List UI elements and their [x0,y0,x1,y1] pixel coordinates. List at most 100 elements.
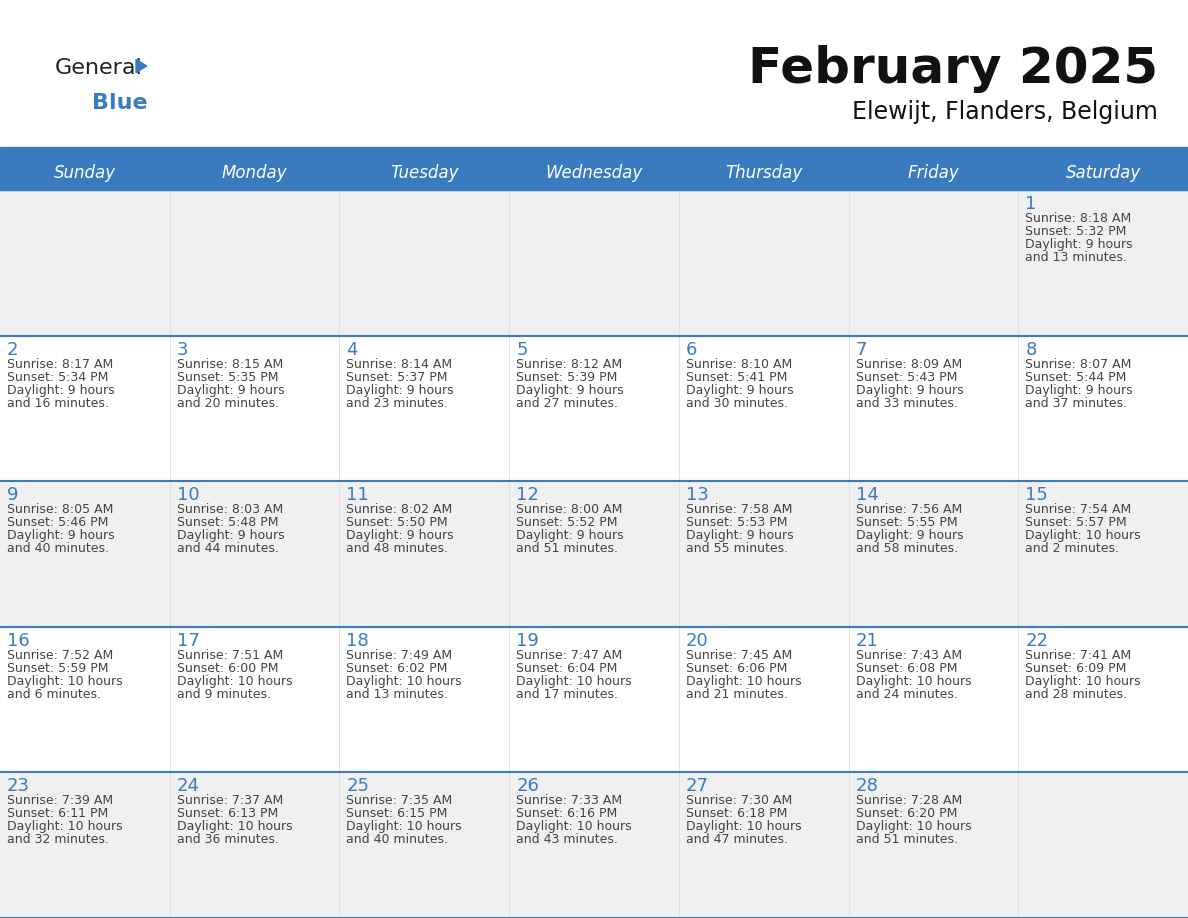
Text: Sunrise: 7:51 AM: Sunrise: 7:51 AM [177,649,283,662]
Text: and 48 minutes.: and 48 minutes. [347,543,448,555]
Text: and 51 minutes.: and 51 minutes. [855,834,958,846]
Text: Sunset: 6:20 PM: Sunset: 6:20 PM [855,808,958,821]
Text: Daylight: 9 hours: Daylight: 9 hours [347,384,454,397]
Text: Sunset: 6:00 PM: Sunset: 6:00 PM [177,662,278,675]
Text: Sunset: 6:08 PM: Sunset: 6:08 PM [855,662,958,675]
Text: Daylight: 10 hours: Daylight: 10 hours [177,675,292,688]
Text: 11: 11 [347,487,369,504]
Text: Sunset: 6:15 PM: Sunset: 6:15 PM [347,808,448,821]
Text: Sunrise: 7:56 AM: Sunrise: 7:56 AM [855,503,962,516]
Text: Daylight: 9 hours: Daylight: 9 hours [855,529,963,543]
Text: Daylight: 10 hours: Daylight: 10 hours [516,821,632,834]
Text: 6: 6 [685,341,697,359]
Text: Daylight: 10 hours: Daylight: 10 hours [855,675,972,688]
Text: 28: 28 [855,778,878,795]
Text: Daylight: 10 hours: Daylight: 10 hours [7,675,122,688]
Text: 12: 12 [516,487,539,504]
Text: and 28 minutes.: and 28 minutes. [1025,688,1127,700]
Text: Sunrise: 7:54 AM: Sunrise: 7:54 AM [1025,503,1131,516]
Text: Sunrise: 8:10 AM: Sunrise: 8:10 AM [685,358,792,371]
Text: 26: 26 [516,778,539,795]
Text: Sunset: 5:55 PM: Sunset: 5:55 PM [855,516,958,529]
Text: Friday: Friday [908,163,959,182]
Text: Sunrise: 8:07 AM: Sunrise: 8:07 AM [1025,358,1132,371]
Text: and 24 minutes.: and 24 minutes. [855,688,958,700]
Text: Sunset: 5:46 PM: Sunset: 5:46 PM [7,516,108,529]
Text: Sunset: 6:02 PM: Sunset: 6:02 PM [347,662,448,675]
Text: Sunset: 5:53 PM: Sunset: 5:53 PM [685,516,788,529]
Text: Sunset: 5:35 PM: Sunset: 5:35 PM [177,371,278,384]
Text: Blue: Blue [91,93,147,113]
Text: Sunset: 5:48 PM: Sunset: 5:48 PM [177,516,278,529]
Text: Sunrise: 8:12 AM: Sunrise: 8:12 AM [516,358,623,371]
Text: and 44 minutes.: and 44 minutes. [177,543,279,555]
Bar [0,481,1188,627]
Text: Daylight: 9 hours: Daylight: 9 hours [1025,384,1133,397]
Text: Daylight: 10 hours: Daylight: 10 hours [177,821,292,834]
Text: and 58 minutes.: and 58 minutes. [855,543,958,555]
Text: Sunset: 6:18 PM: Sunset: 6:18 PM [685,808,788,821]
Text: Elewijt, Flanders, Belgium: Elewijt, Flanders, Belgium [852,100,1158,124]
Text: and 6 minutes.: and 6 minutes. [7,688,101,700]
Text: Sunset: 6:06 PM: Sunset: 6:06 PM [685,662,788,675]
Text: Sunset: 5:57 PM: Sunset: 5:57 PM [1025,516,1127,529]
Text: Sunrise: 7:58 AM: Sunrise: 7:58 AM [685,503,792,516]
Text: Sunrise: 8:02 AM: Sunrise: 8:02 AM [347,503,453,516]
Text: and 55 minutes.: and 55 minutes. [685,543,788,555]
Bar [0,627,1188,772]
Text: General: General [55,58,143,78]
Text: Daylight: 10 hours: Daylight: 10 hours [685,675,802,688]
Text: Sunrise: 7:45 AM: Sunrise: 7:45 AM [685,649,792,662]
Bar [0,336,1188,481]
Text: Sunset: 5:50 PM: Sunset: 5:50 PM [347,516,448,529]
Text: and 2 minutes.: and 2 minutes. [1025,543,1119,555]
Text: Sunset: 5:41 PM: Sunset: 5:41 PM [685,371,788,384]
Text: Sunrise: 7:49 AM: Sunrise: 7:49 AM [347,649,453,662]
Text: 15: 15 [1025,487,1048,504]
Text: Sunrise: 7:33 AM: Sunrise: 7:33 AM [516,794,623,808]
Text: Daylight: 10 hours: Daylight: 10 hours [1025,675,1140,688]
Text: Monday: Monday [222,163,287,182]
Text: Sunset: 5:44 PM: Sunset: 5:44 PM [1025,371,1126,384]
Text: Sunset: 5:59 PM: Sunset: 5:59 PM [7,662,108,675]
Text: Saturday: Saturday [1066,163,1140,182]
Text: 21: 21 [855,632,878,650]
Text: Sunrise: 8:09 AM: Sunrise: 8:09 AM [855,358,962,371]
Text: Sunrise: 7:52 AM: Sunrise: 7:52 AM [7,649,113,662]
Text: 14: 14 [855,487,878,504]
Text: Sunrise: 7:41 AM: Sunrise: 7:41 AM [1025,649,1131,662]
Text: and 30 minutes.: and 30 minutes. [685,397,788,409]
Text: Sunset: 6:04 PM: Sunset: 6:04 PM [516,662,618,675]
Text: Daylight: 10 hours: Daylight: 10 hours [855,821,972,834]
Text: Daylight: 10 hours: Daylight: 10 hours [347,821,462,834]
Text: 7: 7 [855,341,867,359]
Text: Sunset: 6:11 PM: Sunset: 6:11 PM [7,808,108,821]
Text: 1: 1 [1025,195,1037,213]
Bar [0,147,1188,155]
Text: Daylight: 9 hours: Daylight: 9 hours [516,384,624,397]
Text: Sunrise: 8:18 AM: Sunrise: 8:18 AM [1025,212,1131,225]
Text: 27: 27 [685,778,709,795]
Text: Sunday: Sunday [53,163,116,182]
Text: Sunrise: 7:47 AM: Sunrise: 7:47 AM [516,649,623,662]
Text: 13: 13 [685,487,709,504]
Text: 10: 10 [177,487,200,504]
Text: 17: 17 [177,632,200,650]
Text: Daylight: 9 hours: Daylight: 9 hours [685,384,794,397]
Text: 22: 22 [1025,632,1048,650]
Text: Daylight: 9 hours: Daylight: 9 hours [516,529,624,543]
Text: 16: 16 [7,632,30,650]
Text: Sunrise: 8:00 AM: Sunrise: 8:00 AM [516,503,623,516]
Text: Sunset: 5:32 PM: Sunset: 5:32 PM [1025,225,1126,238]
Text: and 23 minutes.: and 23 minutes. [347,397,448,409]
Text: and 32 minutes.: and 32 minutes. [7,834,109,846]
Text: and 9 minutes.: and 9 minutes. [177,688,271,700]
Text: and 13 minutes.: and 13 minutes. [347,688,448,700]
Text: Sunrise: 7:35 AM: Sunrise: 7:35 AM [347,794,453,808]
Text: Daylight: 9 hours: Daylight: 9 hours [7,384,114,397]
Text: Tuesday: Tuesday [390,163,459,182]
Bar [0,155,1188,190]
Text: 5: 5 [516,341,527,359]
Text: Sunrise: 8:14 AM: Sunrise: 8:14 AM [347,358,453,371]
Text: Daylight: 10 hours: Daylight: 10 hours [516,675,632,688]
